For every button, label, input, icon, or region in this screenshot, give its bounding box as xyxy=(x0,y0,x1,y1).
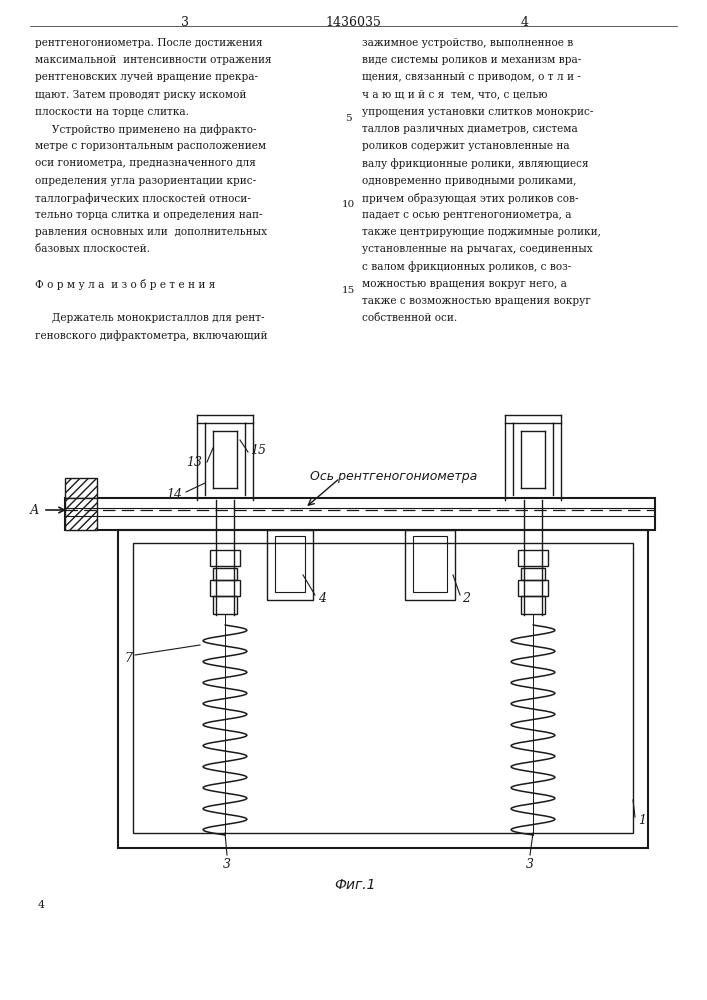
Text: равления основных или  дополнительных: равления основных или дополнительных xyxy=(35,227,267,237)
Text: щения, связанный с приводом, о т л и -: щения, связанный с приводом, о т л и - xyxy=(362,72,581,82)
Text: Ось рентгеногониометра: Ось рентгеногониометра xyxy=(310,470,477,483)
Text: Устройство применено на дифракто-: Устройство применено на дифракто- xyxy=(35,124,257,135)
Text: оси гониометра, предназначенного для: оси гониометра, предназначенного для xyxy=(35,158,256,168)
Text: 4: 4 xyxy=(318,591,326,604)
Bar xyxy=(518,580,548,596)
Text: Ф о р м у л а  и з о б р е т е н и я: Ф о р м у л а и з о б р е т е н и я xyxy=(35,279,216,290)
Text: таллов различных диаметров, система: таллов различных диаметров, система xyxy=(362,124,578,134)
Text: 15: 15 xyxy=(341,286,355,295)
Text: 1: 1 xyxy=(638,814,646,826)
Text: 2: 2 xyxy=(462,591,470,604)
Text: щают. Затем проводят риску искомой: щают. Затем проводят риску искомой xyxy=(35,90,246,100)
Text: роликов содержит установленные на: роликов содержит установленные на xyxy=(362,141,570,151)
Text: геновского дифрактометра, включающий: геновского дифрактометра, включающий xyxy=(35,330,267,341)
Text: 1436035: 1436035 xyxy=(325,16,381,29)
Text: 14: 14 xyxy=(166,488,182,502)
Text: 3: 3 xyxy=(526,858,534,871)
Text: 15: 15 xyxy=(250,444,266,456)
Text: базовых плоскостей.: базовых плоскостей. xyxy=(35,244,150,254)
Text: 3: 3 xyxy=(181,16,189,29)
Bar xyxy=(275,536,305,592)
Text: собственной оси.: собственной оси. xyxy=(362,313,457,323)
Text: метре с горизонтальным расположением: метре с горизонтальным расположением xyxy=(35,141,266,151)
Text: также центрирующие поджимные ролики,: также центрирующие поджимные ролики, xyxy=(362,227,601,237)
Text: 7: 7 xyxy=(124,652,132,664)
Text: А: А xyxy=(30,504,39,516)
Bar xyxy=(413,536,447,592)
Text: ч а ю щ и й с я  тем, что, с целью: ч а ю щ и й с я тем, что, с целью xyxy=(362,90,547,100)
Text: 13: 13 xyxy=(186,456,202,468)
Bar xyxy=(213,596,237,614)
Bar xyxy=(521,568,545,580)
Text: падает с осью рентгеногониометра, а: падает с осью рентгеногониометра, а xyxy=(362,210,571,220)
Text: 4: 4 xyxy=(38,900,45,910)
Text: причем образующая этих роликов сов-: причем образующая этих роликов сов- xyxy=(362,193,578,204)
Bar xyxy=(210,550,240,566)
Text: таллографических плоскостей относи-: таллографических плоскостей относи- xyxy=(35,193,251,204)
Text: тельно торца слитка и определения нап-: тельно торца слитка и определения нап- xyxy=(35,210,262,220)
Text: виде системы роликов и механизм вра-: виде системы роликов и механизм вра- xyxy=(362,55,581,65)
Text: упрощения установки слитков монокрис-: упрощения установки слитков монокрис- xyxy=(362,107,593,117)
Bar xyxy=(65,478,97,498)
Text: максимальной  интенсивности отражения: максимальной интенсивности отражения xyxy=(35,55,271,65)
Text: зажимное устройство, выполненное в: зажимное устройство, выполненное в xyxy=(362,38,573,48)
Text: также с возможностью вращения вокруг: также с возможностью вращения вокруг xyxy=(362,296,591,306)
Text: 4: 4 xyxy=(521,16,529,29)
Bar xyxy=(267,530,313,600)
Bar xyxy=(210,580,240,596)
Bar xyxy=(521,596,545,614)
Text: можностью вращения вокруг него, а: можностью вращения вокруг него, а xyxy=(362,279,567,289)
Bar xyxy=(518,550,548,566)
Bar xyxy=(405,530,455,600)
Text: Держатель монокристаллов для рент-: Держатель монокристаллов для рент- xyxy=(35,313,264,323)
Bar xyxy=(118,530,648,848)
Text: валу фрикционные ролики, являющиеся: валу фрикционные ролики, являющиеся xyxy=(362,158,589,169)
Text: рентгеногониометра. После достижения: рентгеногониометра. После достижения xyxy=(35,38,262,48)
Text: одновременно приводными роликами,: одновременно приводными роликами, xyxy=(362,176,576,186)
Text: Фиг.1: Фиг.1 xyxy=(334,878,375,892)
Bar xyxy=(65,498,655,530)
Text: плоскости на торце слитка.: плоскости на торце слитка. xyxy=(35,107,189,117)
Text: 10: 10 xyxy=(341,200,355,209)
Text: с валом фрикционных роликов, с воз-: с валом фрикционных роликов, с воз- xyxy=(362,262,571,272)
Text: установленные на рычагах, соединенных: установленные на рычагах, соединенных xyxy=(362,244,592,254)
Text: 3: 3 xyxy=(223,858,231,871)
Text: 5: 5 xyxy=(345,114,351,123)
Bar xyxy=(65,498,97,530)
Bar xyxy=(213,568,237,580)
Text: определения угла разориентации крис-: определения угла разориентации крис- xyxy=(35,176,256,186)
Text: рентгеновских лучей вращение прекра-: рентгеновских лучей вращение прекра- xyxy=(35,72,258,82)
Bar xyxy=(133,543,633,833)
